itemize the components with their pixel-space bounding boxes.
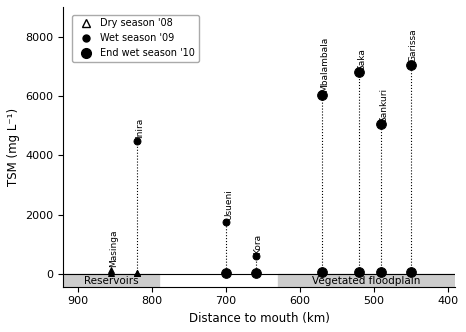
- X-axis label: Distance to mouth (km): Distance to mouth (km): [189, 312, 330, 325]
- Text: Mbalambala: Mbalambala: [320, 37, 329, 92]
- Y-axis label: TSM (mg L⁻¹): TSM (mg L⁻¹): [7, 108, 20, 186]
- Text: Inira: Inira: [135, 118, 144, 138]
- Text: Vegetated floodplain: Vegetated floodplain: [312, 276, 421, 286]
- Legend: Dry season '08, Wet season '09, End wet season '10: Dry season '08, Wet season '09, End wet …: [72, 15, 199, 62]
- Bar: [278, 274, 455, 287]
- Text: Garissa: Garissa: [409, 29, 418, 62]
- Text: Saka: Saka: [357, 48, 366, 70]
- Text: Usueni: Usueni: [224, 189, 233, 220]
- Bar: [63, 274, 159, 287]
- Text: Reservoirs: Reservoirs: [84, 276, 139, 286]
- Text: Masinga: Masinga: [109, 230, 118, 268]
- Text: Sankuri: Sankuri: [379, 88, 388, 122]
- Text: Kora: Kora: [254, 234, 262, 254]
